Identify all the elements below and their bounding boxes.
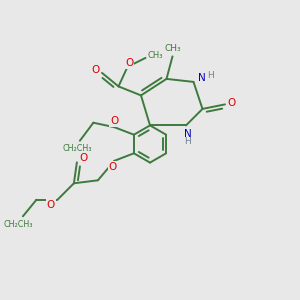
Text: O: O — [109, 162, 117, 172]
Text: CH₃: CH₃ — [147, 51, 163, 60]
Text: CH₂CH₃: CH₂CH₃ — [63, 144, 92, 153]
Text: O: O — [91, 65, 100, 75]
Text: H: H — [207, 71, 213, 80]
Text: H: H — [184, 137, 191, 146]
Text: O: O — [125, 58, 133, 68]
Text: O: O — [47, 200, 55, 210]
Text: O: O — [227, 98, 235, 108]
Text: CH₂CH₃: CH₂CH₃ — [4, 220, 33, 229]
Text: CH₃: CH₃ — [164, 44, 181, 53]
Text: N: N — [184, 129, 191, 139]
Text: N: N — [198, 73, 206, 83]
Text: O: O — [80, 153, 88, 163]
Text: O: O — [110, 116, 118, 126]
